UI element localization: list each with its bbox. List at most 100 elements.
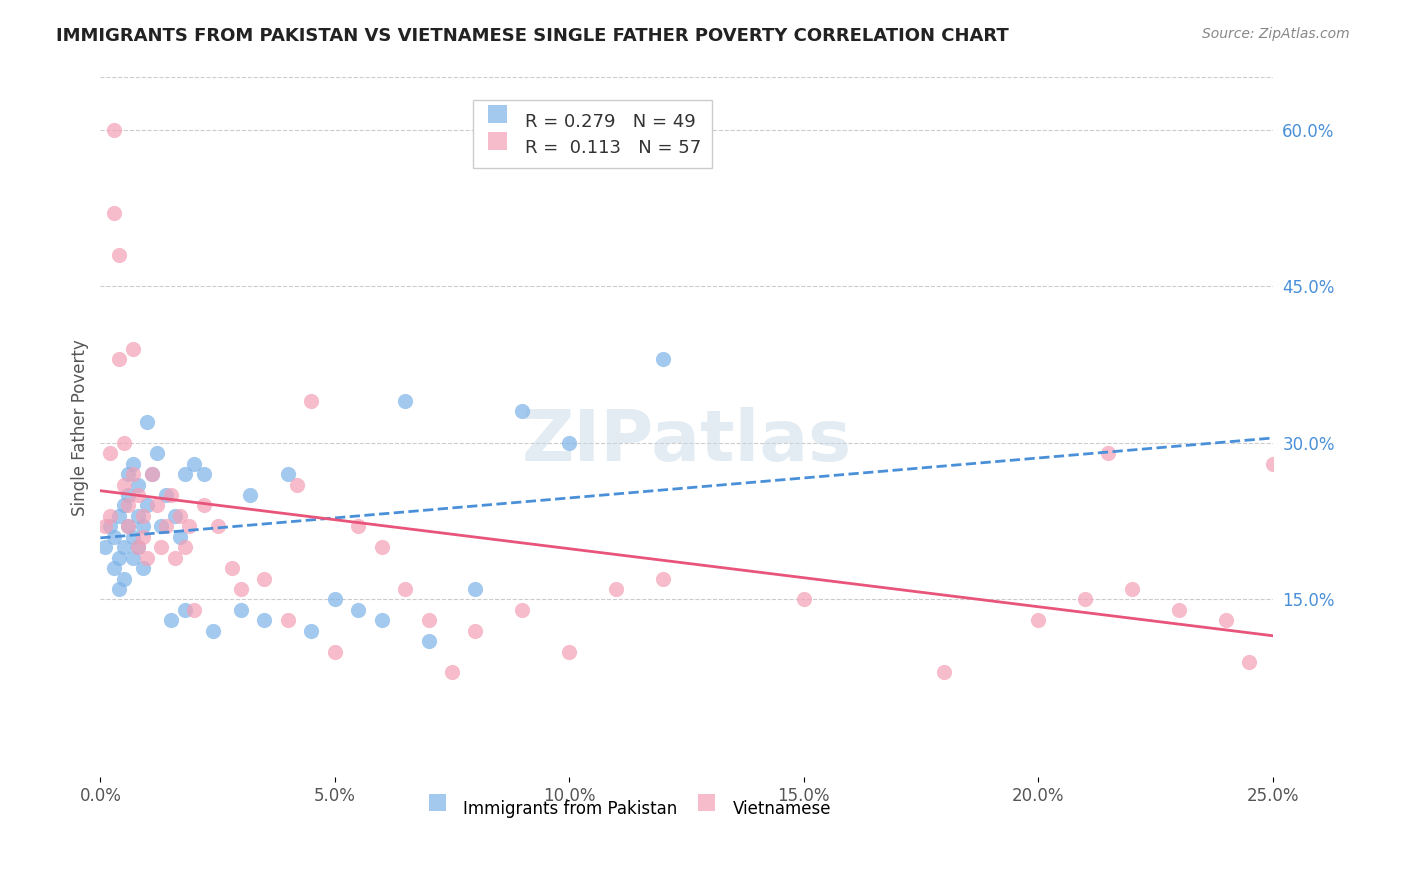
Point bbox=[131, 530, 153, 544]
Point bbox=[117, 499, 139, 513]
Point bbox=[165, 550, 187, 565]
Point bbox=[394, 582, 416, 596]
Point bbox=[117, 519, 139, 533]
Point bbox=[159, 488, 181, 502]
Point bbox=[122, 467, 145, 482]
Point bbox=[131, 508, 153, 523]
Point bbox=[108, 508, 131, 523]
Point bbox=[112, 572, 135, 586]
Point bbox=[108, 248, 131, 262]
Point bbox=[94, 540, 117, 554]
Point bbox=[108, 352, 131, 367]
Point bbox=[652, 352, 675, 367]
Point bbox=[370, 540, 392, 554]
Point bbox=[193, 467, 215, 482]
Point bbox=[150, 519, 173, 533]
Point bbox=[239, 488, 262, 502]
Text: ZIPatlas: ZIPatlas bbox=[522, 407, 852, 475]
Point bbox=[1074, 592, 1097, 607]
Point bbox=[253, 572, 276, 586]
Point bbox=[94, 519, 117, 533]
Point bbox=[323, 644, 346, 658]
Point bbox=[934, 665, 956, 680]
Point bbox=[122, 550, 145, 565]
Point bbox=[173, 603, 195, 617]
Text: IMMIGRANTS FROM PAKISTAN VS VIETNAMESE SINGLE FATHER POVERTY CORRELATION CHART: IMMIGRANTS FROM PAKISTAN VS VIETNAMESE S… bbox=[56, 27, 1010, 45]
Point bbox=[141, 467, 163, 482]
Point bbox=[98, 519, 121, 533]
Point bbox=[207, 519, 229, 533]
Point bbox=[117, 488, 139, 502]
Point bbox=[253, 613, 276, 627]
Point bbox=[605, 582, 627, 596]
Point bbox=[127, 540, 149, 554]
Point bbox=[127, 540, 149, 554]
Point bbox=[112, 435, 135, 450]
Point bbox=[793, 592, 815, 607]
Point bbox=[1121, 582, 1143, 596]
Point bbox=[285, 477, 308, 491]
Point bbox=[145, 446, 167, 460]
Point bbox=[229, 603, 252, 617]
Point bbox=[112, 540, 135, 554]
Point bbox=[179, 519, 201, 533]
Point bbox=[141, 467, 163, 482]
Point bbox=[183, 603, 205, 617]
Point bbox=[1237, 655, 1260, 669]
Point bbox=[103, 122, 125, 136]
Point bbox=[347, 519, 370, 533]
Point bbox=[122, 530, 145, 544]
Point bbox=[122, 342, 145, 356]
Point bbox=[277, 467, 299, 482]
Point bbox=[277, 613, 299, 627]
Point bbox=[98, 446, 121, 460]
Point bbox=[169, 508, 191, 523]
Point bbox=[159, 613, 181, 627]
Point bbox=[1097, 446, 1119, 460]
Point bbox=[108, 550, 131, 565]
Point bbox=[103, 206, 125, 220]
Point bbox=[117, 519, 139, 533]
Point bbox=[221, 561, 243, 575]
Point bbox=[418, 613, 440, 627]
Point bbox=[131, 519, 153, 533]
Point bbox=[108, 582, 131, 596]
Point bbox=[323, 592, 346, 607]
Point bbox=[464, 582, 486, 596]
Point bbox=[98, 508, 121, 523]
Y-axis label: Single Father Poverty: Single Father Poverty bbox=[72, 339, 89, 516]
Point bbox=[127, 477, 149, 491]
Point bbox=[169, 530, 191, 544]
Point bbox=[418, 634, 440, 648]
Point bbox=[117, 467, 139, 482]
Point bbox=[183, 457, 205, 471]
Point bbox=[464, 624, 486, 638]
Point bbox=[558, 644, 581, 658]
Point bbox=[347, 603, 370, 617]
Point bbox=[440, 665, 463, 680]
Point bbox=[112, 499, 135, 513]
Point bbox=[136, 499, 159, 513]
Point bbox=[145, 499, 167, 513]
Point bbox=[1026, 613, 1049, 627]
Point bbox=[103, 530, 125, 544]
Point bbox=[201, 624, 224, 638]
Point bbox=[150, 540, 173, 554]
Point bbox=[136, 550, 159, 565]
Point bbox=[299, 394, 322, 409]
Point bbox=[394, 394, 416, 409]
Point bbox=[558, 435, 581, 450]
Point bbox=[127, 488, 149, 502]
Point bbox=[122, 457, 145, 471]
Point bbox=[1215, 613, 1237, 627]
Text: Source: ZipAtlas.com: Source: ZipAtlas.com bbox=[1202, 27, 1350, 41]
Point bbox=[173, 540, 195, 554]
Point bbox=[127, 508, 149, 523]
Point bbox=[299, 624, 322, 638]
Point bbox=[103, 561, 125, 575]
Point bbox=[131, 561, 153, 575]
Point bbox=[173, 467, 195, 482]
Point bbox=[1167, 603, 1189, 617]
Point bbox=[652, 572, 675, 586]
Point bbox=[512, 603, 534, 617]
